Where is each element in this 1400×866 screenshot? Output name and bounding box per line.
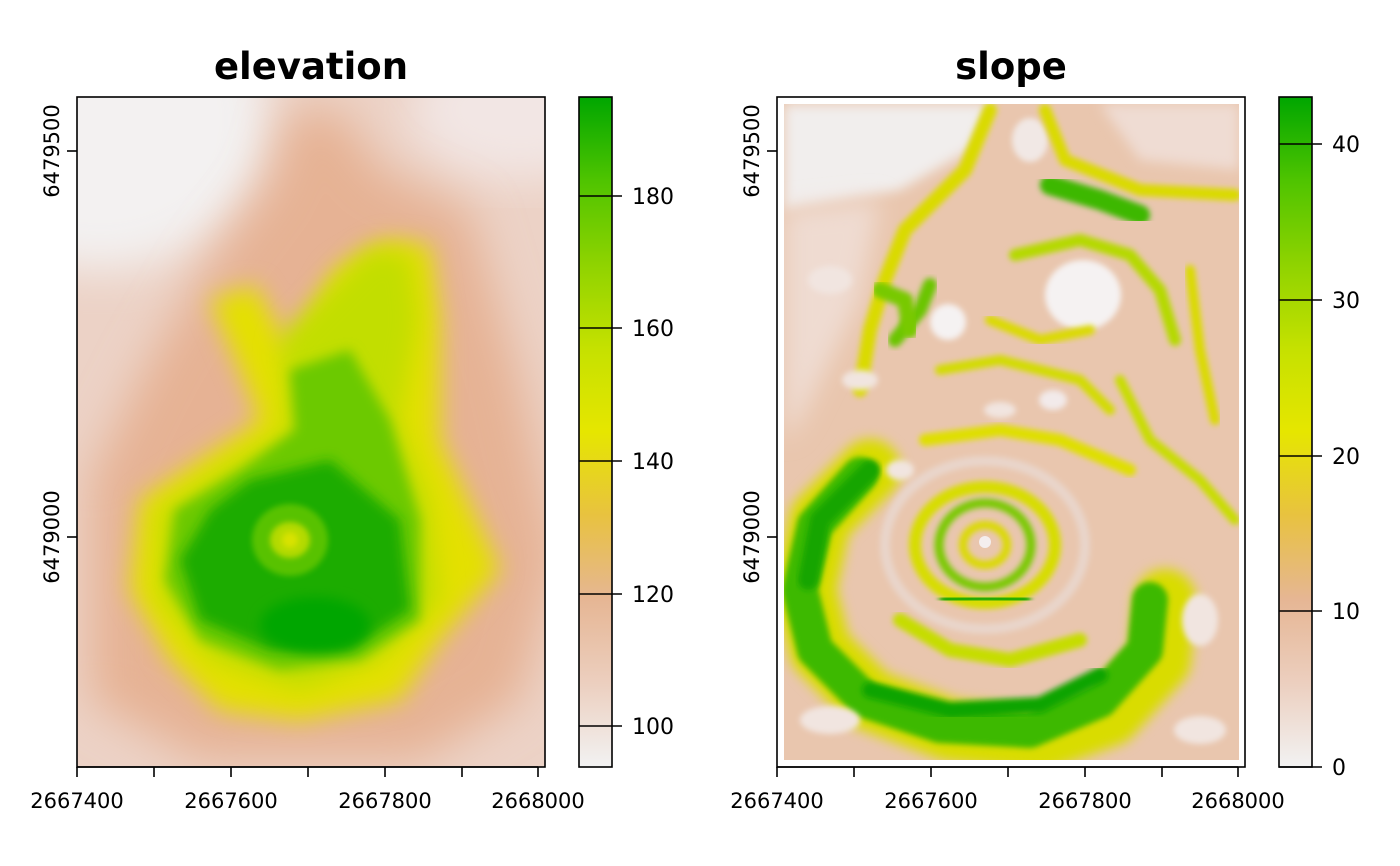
elevation-x-tick-label: 2667600 (184, 789, 278, 813)
elevation-raster (77, 97, 545, 767)
slope-legend-colorbar (1278, 96, 1313, 768)
slope-legend-label: 10 (1332, 600, 1360, 625)
slope-x-tick-label: 2668000 (1191, 789, 1285, 813)
slope-legend-label: 0 (1332, 756, 1346, 781)
slope-x-axis (776, 766, 1239, 777)
slope-legend: 0 10 20 30 40 (1278, 96, 1360, 781)
slope-x-tick-label: 2667600 (884, 789, 978, 813)
slope-legend-label: 30 (1332, 289, 1360, 314)
elevation-y-axis (67, 150, 77, 538)
slope-legend-label: 40 (1332, 133, 1360, 158)
slope-y-tick-label: 6479000 (740, 490, 764, 584)
slope-legend-label: 20 (1332, 445, 1360, 470)
elevation-x-axis (76, 766, 539, 777)
slope-y-tick-label: 6479500 (740, 104, 764, 198)
elevation-x-tick-label: 2667400 (30, 789, 124, 813)
elevation-y-tick-label: 6479000 (40, 490, 64, 584)
elevation-x-tick-label: 2667800 (338, 789, 432, 813)
elevation-legend-label: 100 (632, 715, 674, 740)
elevation-legend-label: 160 (632, 317, 674, 342)
slope-x-tick-label: 2667800 (1038, 789, 1132, 813)
elevation-legend-colorbar (578, 96, 613, 768)
slope-raster (784, 104, 1239, 760)
elevation-legend-label: 140 (632, 450, 674, 475)
elevation-legend-label: 180 (632, 185, 674, 210)
elevation-x-tick-label: 2668000 (491, 789, 585, 813)
slope-title: slope (955, 45, 1067, 88)
elevation-legend: 100 120 140 160 180 (578, 96, 674, 768)
slope-y-axis (767, 150, 777, 538)
slope-x-tick-label: 2667400 (730, 789, 824, 813)
elevation-y-tick-label: 6479500 (40, 104, 64, 198)
elevation-title: elevation (214, 45, 408, 88)
slope-panel: slope (730, 45, 1360, 813)
elevation-legend-label: 120 (632, 583, 674, 608)
elevation-panel: elevation (30, 45, 674, 813)
